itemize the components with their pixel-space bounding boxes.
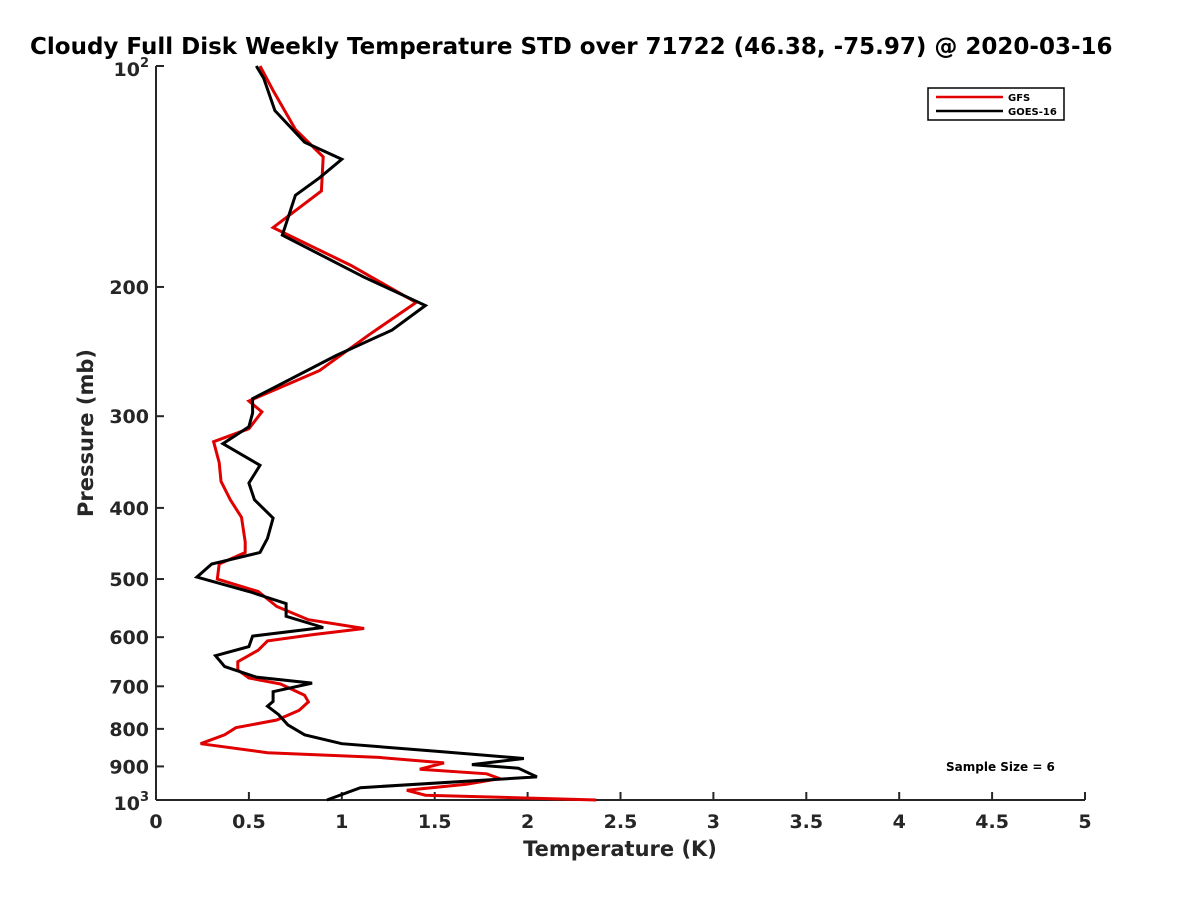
x-tick-label: 3 xyxy=(707,811,720,833)
legend-label-goes16: GOES-16 xyxy=(1008,107,1057,118)
x-tick-label: 2 xyxy=(521,811,534,833)
y-tick-label: 600 xyxy=(109,627,149,649)
x-tick-label: 4.5 xyxy=(975,811,1009,833)
y-tick-label: 500 xyxy=(109,569,149,591)
y-tick-label-bottom: 103 xyxy=(114,790,150,815)
x-axis-label: Temperature (K) xyxy=(523,837,717,861)
y-tick-label: 800 xyxy=(109,719,149,741)
x-tick-label: 1.5 xyxy=(418,811,452,833)
x-tick-label: 1 xyxy=(335,811,348,833)
x-tick-label: 0 xyxy=(149,811,162,833)
y-tick-label: 400 xyxy=(109,498,149,520)
x-tick-label: 0.5 xyxy=(232,811,266,833)
y-tick-label: 700 xyxy=(109,676,149,698)
series-line-gfs xyxy=(200,65,597,802)
y-tick-label-top: 102 xyxy=(114,56,150,81)
y-axis-label: Pressure (mb) xyxy=(74,349,98,517)
plot-area xyxy=(156,66,1085,800)
x-tick-label: 3.5 xyxy=(789,811,823,833)
legend-label-gfs: GFS xyxy=(1008,93,1030,104)
legend: GFS GOES-16 xyxy=(927,87,1065,121)
series-line-goes16 xyxy=(193,65,538,802)
y-tick-label: 300 xyxy=(109,406,149,428)
x-tick-label: 2.5 xyxy=(604,811,638,833)
y-tick-label: 200 xyxy=(109,277,149,299)
legend-box xyxy=(927,87,1065,121)
sample-size-annotation: Sample Size = 6 xyxy=(946,760,1055,774)
chart-title: Cloudy Full Disk Weekly Temperature STD … xyxy=(30,34,1113,60)
y-axis-ticks: 200 300 400 500 600 700 800 900 xyxy=(109,65,164,801)
x-axis-ticks: 0 0.5 1 1.5 2 2.5 3 3.5 4 4.5 5 xyxy=(149,792,1092,833)
x-tick-label: 5 xyxy=(1078,811,1091,833)
x-tick-label: 4 xyxy=(893,811,906,833)
y-tick-label: 900 xyxy=(109,756,149,778)
series-lines xyxy=(193,65,597,802)
